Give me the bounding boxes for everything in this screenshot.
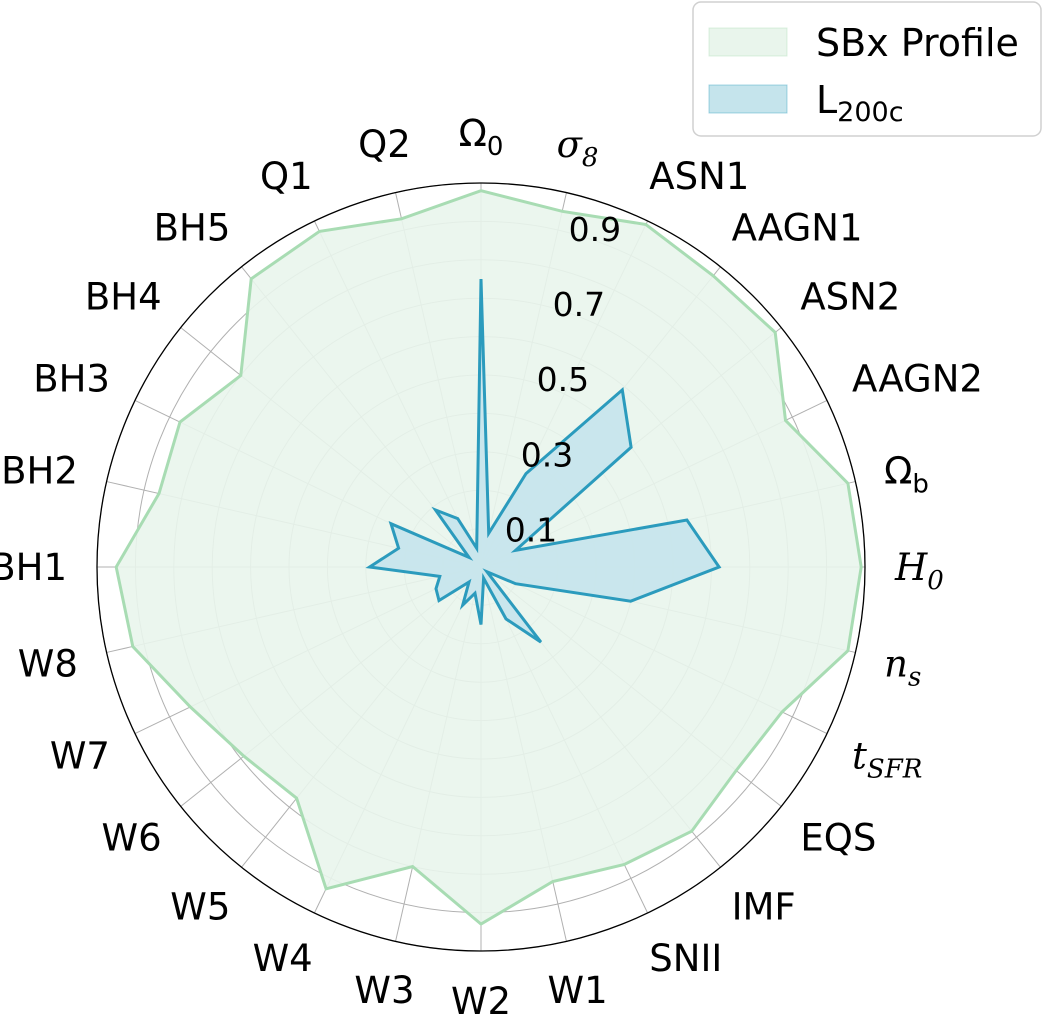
series-line-1 [365,278,722,644]
category-label: H0 [894,546,944,596]
category-label: Q1 [260,155,313,198]
radial-tick-label: 0.5 [537,360,589,399]
category-label: BH5 [154,207,231,250]
category-label: W6 [102,817,162,860]
category-label: ASN2 [800,275,900,318]
legend-label-1: L200c [816,78,904,128]
radial-tick-label: 0.7 [553,285,605,324]
series-area-1 [369,279,720,643]
series-layer [114,189,863,926]
legend-label-0: SBx Profile [816,21,1019,65]
frame-layer [96,182,866,952]
legend-swatch-1 [708,84,788,114]
category-label: W2 [451,980,511,1023]
category-label: BH4 [85,275,162,318]
category-label: W4 [253,937,313,980]
category-label: BH1 [0,546,67,589]
category-label: W1 [548,969,608,1012]
category-label: Ω0 [459,112,504,162]
category-label: ns [884,643,921,693]
category-label: AAGN1 [732,207,863,250]
category-label: EQS [800,817,876,860]
legend-swatch-0 [708,27,788,57]
tick-label-layer: 0.1 0.3 0.5 0.7 0.9 [505,210,621,549]
series-line-0 [114,189,863,926]
radial-tick-label: 0.3 [521,435,573,474]
category-label: Q2 [358,123,411,166]
category-label: ASN1 [649,155,749,198]
category-label: BH3 [33,358,110,401]
polar-frame [96,182,866,952]
legend: SBx Profile L200c [692,1,1042,137]
category-label: W3 [354,969,414,1012]
category-label: tSFR [852,734,922,784]
category-label-layer: Ω0 σ8 ASN1 AAGN1 ASN2 AAGN2 Ωb H0 ns tSFR EQSIMFSN… [0,112,983,1023]
radial-tick-label: 0.1 [505,510,557,549]
category-label: σ8 [557,123,599,173]
category-label: W7 [50,734,110,777]
category-label: BH2 [1,449,78,492]
category-label: W8 [18,643,78,686]
category-label: W5 [170,885,230,928]
category-label: Ωb [884,449,929,499]
category-label: SNII [649,937,722,980]
radial-tick-label: 0.9 [569,210,621,249]
category-label: AAGN2 [852,358,983,401]
category-label: IMF [732,885,796,928]
